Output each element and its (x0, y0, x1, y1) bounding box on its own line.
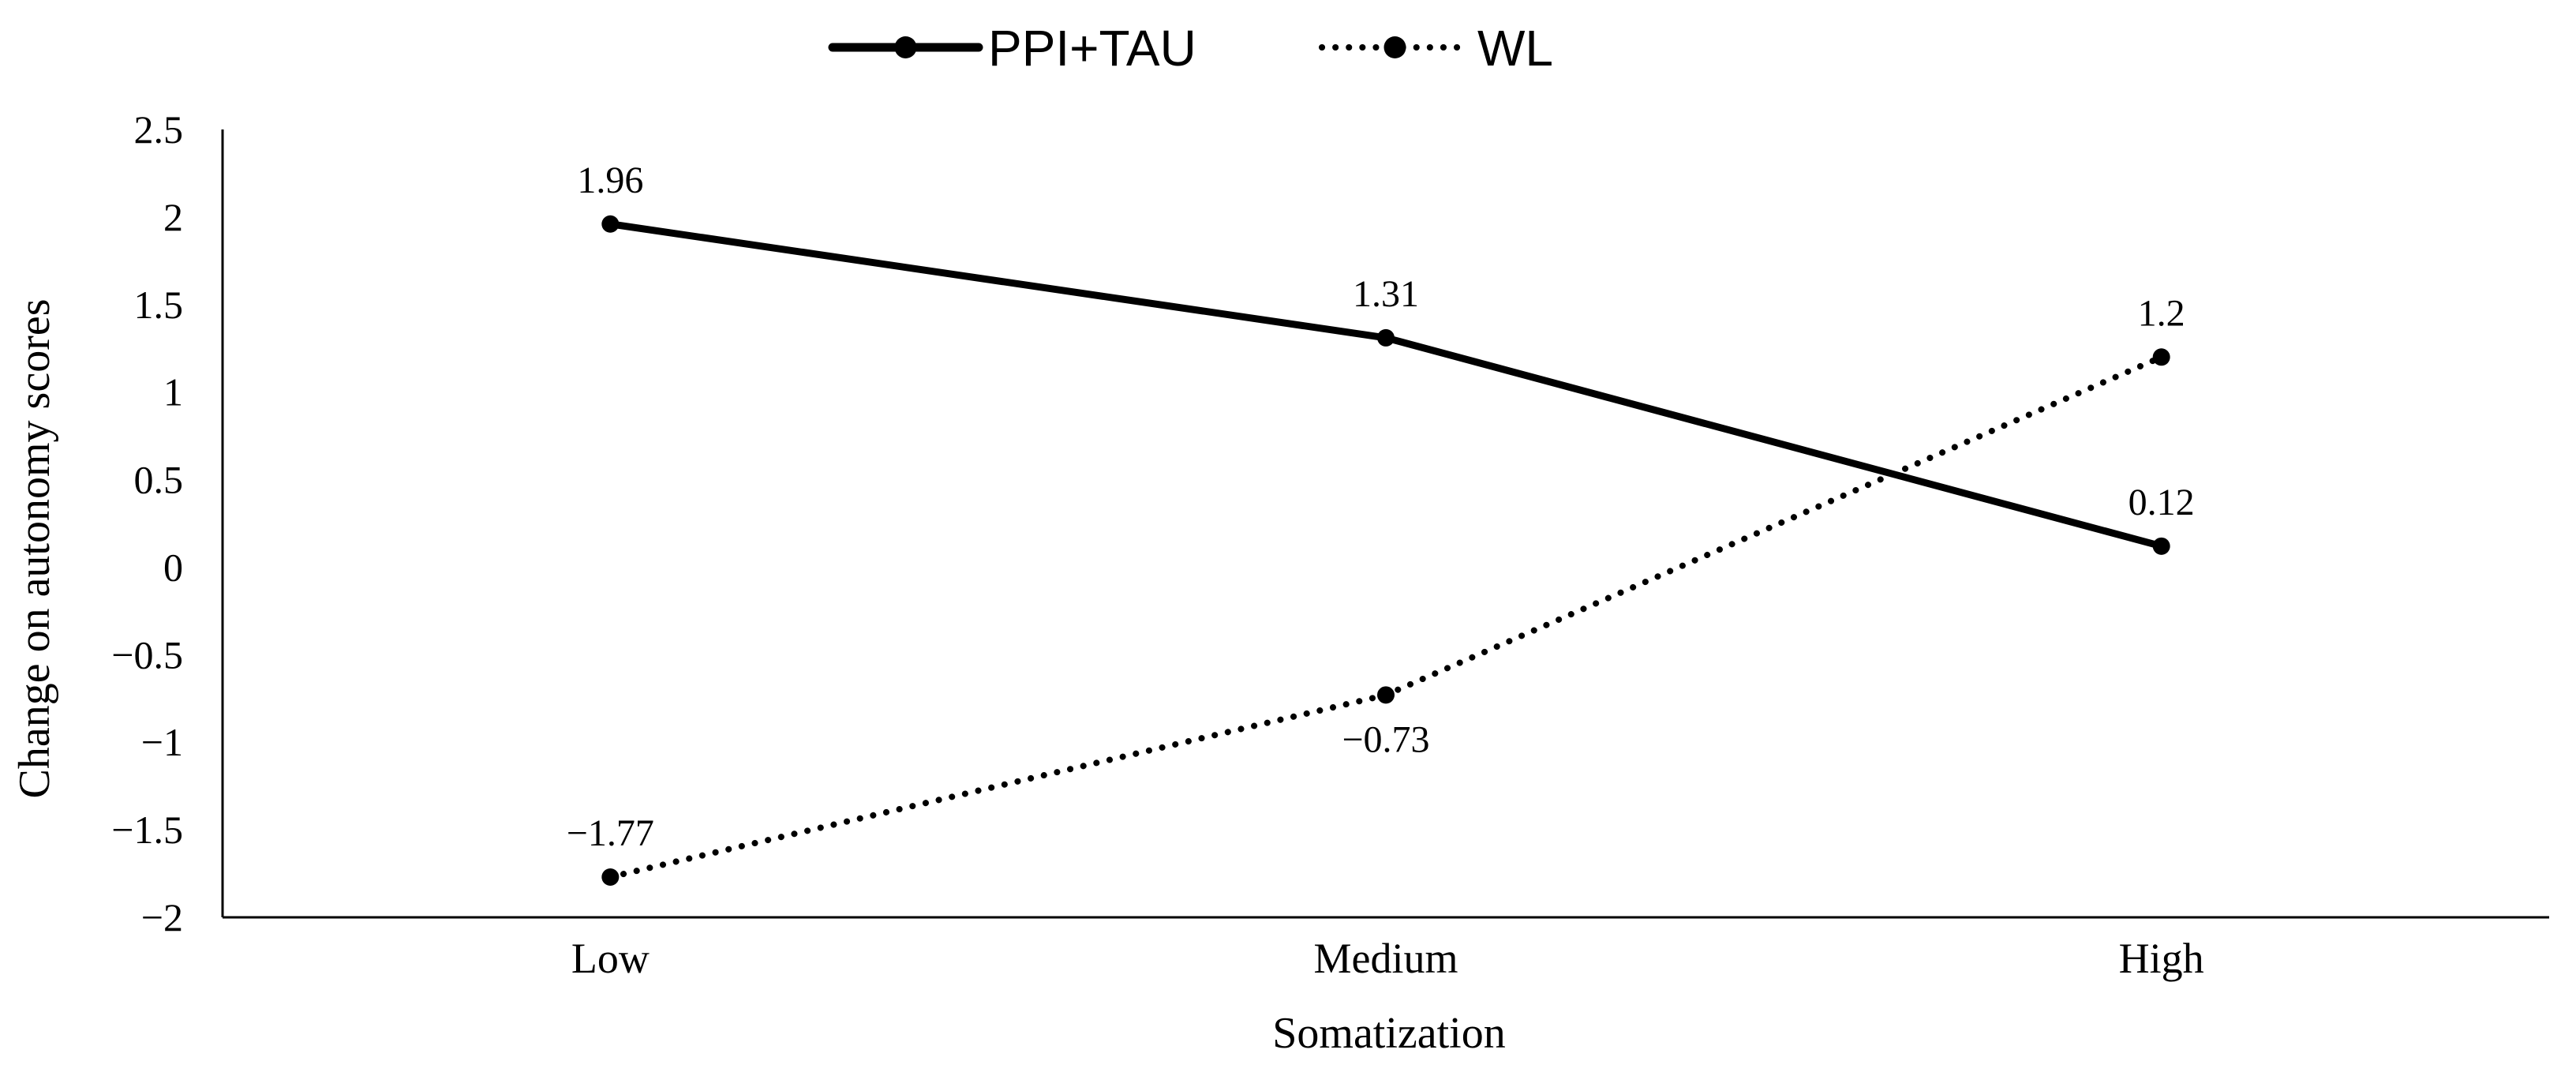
y-axis-title: Change on autonomy scores (10, 299, 59, 799)
series-line (607, 354, 2165, 880)
data-label: 1.2 (2138, 292, 2185, 334)
x-tick-label: Low (571, 935, 650, 982)
data-point (1377, 328, 1395, 347)
axes: 2.5 2 1.5 1 0.5 0 −0.5 −1 −1.5 −2 Low Medium High (111, 107, 2549, 982)
data-label: 1.96 (577, 159, 643, 201)
y-tick-label: −1 (141, 720, 183, 764)
legend-swatch-marker (894, 36, 917, 58)
y-tick-label: 0.5 (134, 458, 184, 502)
data-point (2152, 537, 2170, 555)
y-tick-label: 2.5 (134, 107, 184, 152)
data-label: 0.12 (2129, 482, 2195, 523)
data-labels: 1.96 1.31 0.12 −1.77 −0.73 1.2 (567, 159, 2195, 854)
y-tick-label: −2 (141, 895, 183, 939)
x-tick-label: Medium (1314, 935, 1458, 982)
y-tick-label: 0 (163, 545, 183, 589)
x-axis-title: Somatization (1272, 1009, 1506, 1058)
data-point (2152, 348, 2170, 366)
legend-item: WL (1319, 20, 1553, 77)
data-label: −0.73 (1342, 718, 1429, 760)
y-tick-label: −0.5 (111, 632, 183, 677)
y-tick-label: 2 (163, 195, 183, 239)
legend: PPI+TAU WL (828, 20, 1553, 77)
y-tick-label: 1 (163, 370, 183, 414)
legend-label: WL (1477, 20, 1553, 77)
series-ppi-tau (601, 215, 2170, 555)
data-label: −1.77 (567, 812, 654, 854)
series-layer (601, 215, 2170, 886)
data-point (601, 215, 620, 233)
legend-item: PPI+TAU (828, 20, 1196, 77)
data-point (1377, 686, 1395, 704)
x-tick-label: High (2119, 935, 2204, 982)
y-tick-label: 1.5 (134, 283, 184, 327)
series-wl (601, 348, 2170, 886)
data-label: 1.31 (1353, 273, 1419, 315)
data-point (601, 868, 620, 886)
legend-label: PPI+TAU (988, 20, 1196, 77)
legend-swatch-marker (1383, 36, 1406, 58)
y-tick-label: −1.5 (111, 808, 183, 852)
